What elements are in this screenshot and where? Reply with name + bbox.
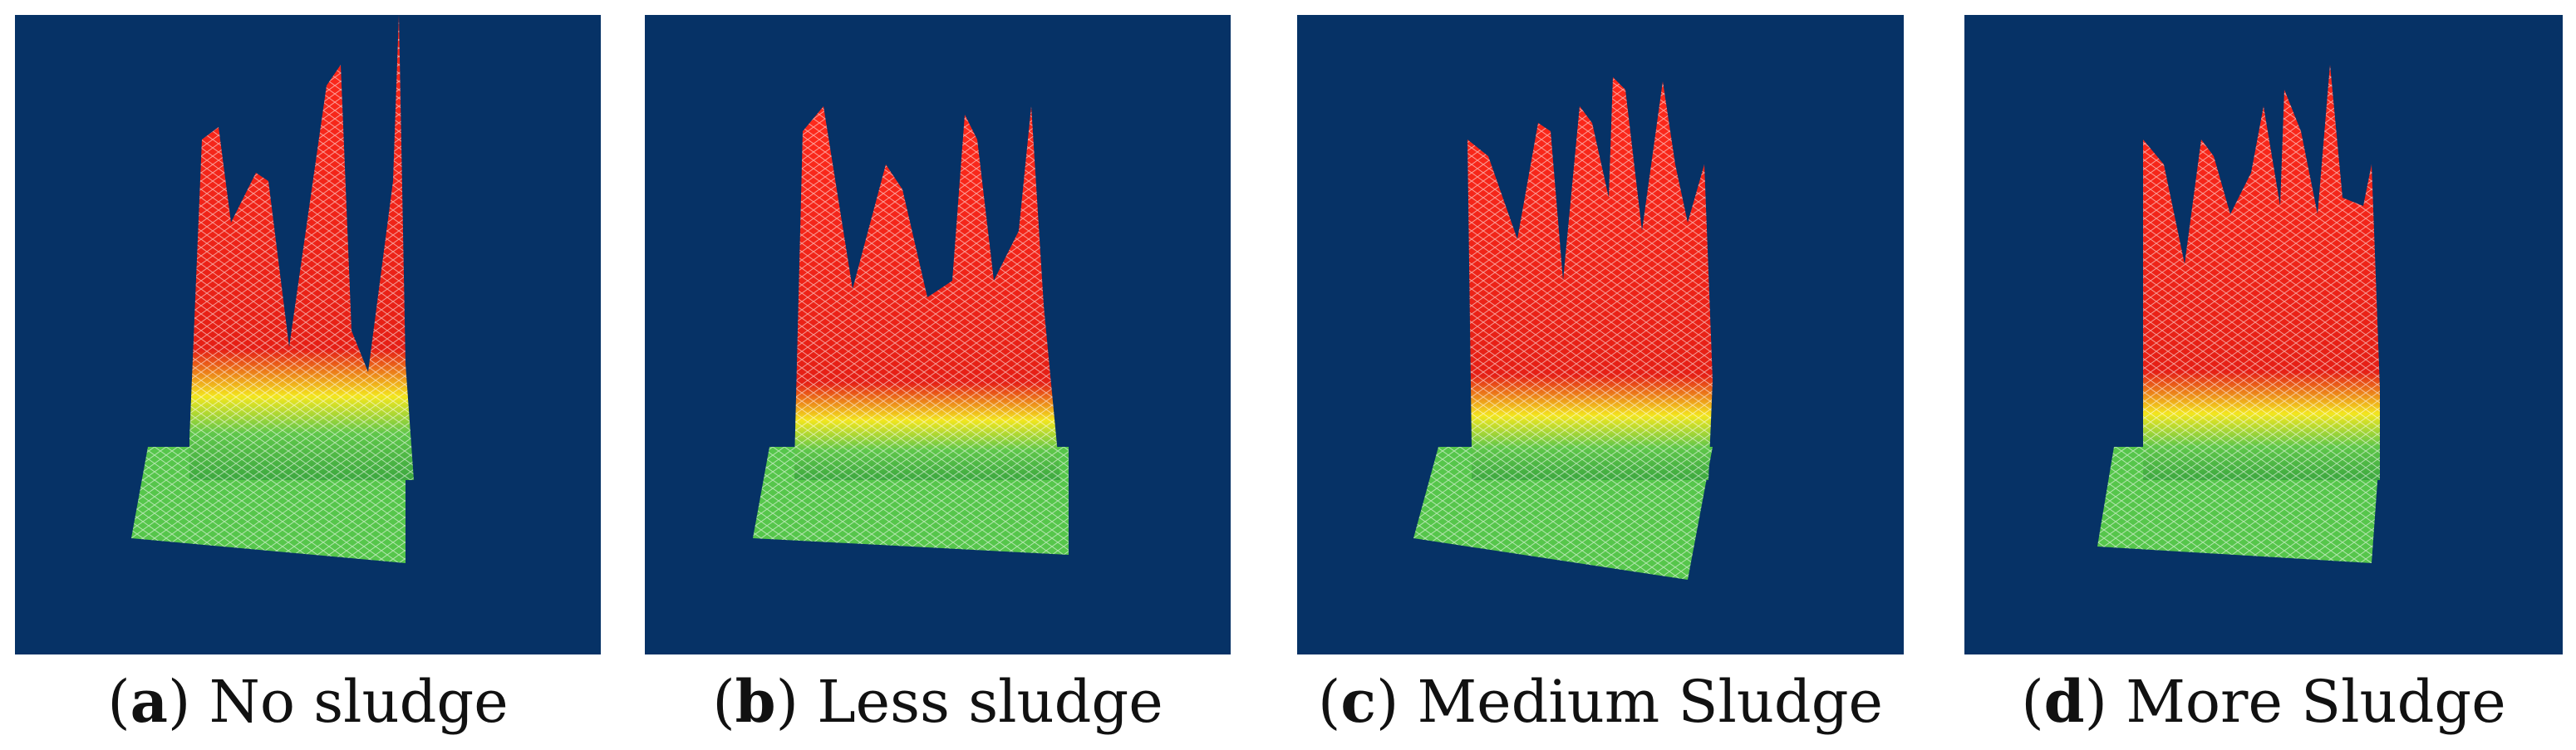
caption-d: (d) More Sludge bbox=[2021, 667, 2506, 736]
surface-plot-graphic-b bbox=[753, 106, 1069, 555]
caption-a: (a) No sludge bbox=[107, 667, 509, 736]
surface-plot-c bbox=[1297, 15, 1904, 654]
caption-b: (b) Less sludge bbox=[712, 667, 1163, 736]
surface-plot-graphic-d bbox=[2097, 65, 2380, 563]
caption-c: (c) Medium Sludge bbox=[1318, 667, 1883, 736]
surface-plot-d bbox=[1964, 15, 2563, 654]
surface-plot-a bbox=[15, 15, 601, 654]
surface-plot-b bbox=[645, 15, 1231, 654]
surface-plot-graphic-a bbox=[131, 15, 414, 563]
surface-plot-graphic-c bbox=[1413, 77, 1713, 580]
